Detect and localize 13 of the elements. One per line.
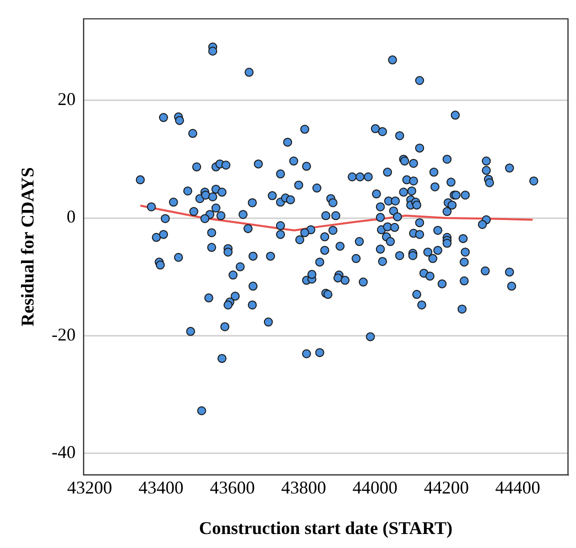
x-tick-label: 44200 [424, 477, 469, 498]
x-tick-label: 44400 [495, 477, 540, 498]
y-tick-label: -40 [52, 442, 76, 462]
x-tick-label: 43600 [210, 477, 255, 498]
x-tick-label: 43200 [67, 477, 112, 498]
y-axis-title: Residual for CDAYS [17, 167, 38, 326]
y-tick-label: 0 [66, 206, 76, 227]
x-axis-title: Construction start date (START) [199, 518, 453, 538]
y-tick-label: 20 [58, 89, 76, 110]
x-tick-label: 43400 [138, 477, 184, 498]
x-tick-label: 43800 [281, 477, 326, 498]
y-tick-label: -20 [52, 324, 76, 344]
x-tick-label: 44000 [352, 477, 398, 498]
